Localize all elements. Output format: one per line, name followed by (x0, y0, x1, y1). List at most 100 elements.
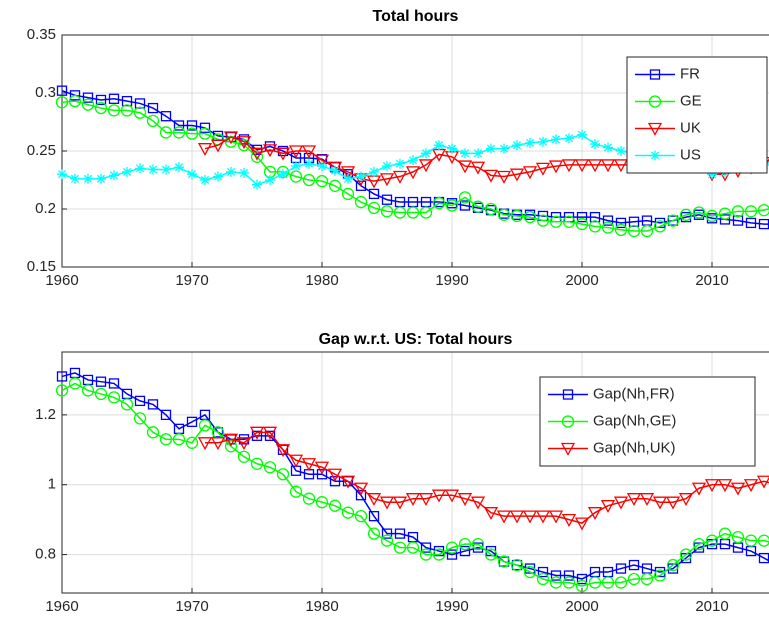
marker (133, 412, 147, 425)
marker (315, 496, 329, 509)
marker (94, 101, 108, 115)
marker (341, 506, 355, 519)
marker (198, 419, 212, 432)
marker (757, 534, 769, 547)
marker (560, 442, 576, 456)
marker (470, 161, 486, 175)
marker (330, 165, 340, 176)
marker (380, 205, 394, 218)
marker (301, 145, 317, 159)
x-tick-label: 2010 (695, 598, 728, 615)
marker (704, 479, 720, 493)
marker (587, 507, 603, 521)
marker (626, 493, 642, 507)
marker (291, 161, 301, 172)
marker (574, 159, 590, 173)
y-tick-label: 0.8 (35, 546, 56, 563)
y-tick-label: 1 (48, 476, 56, 493)
marker (717, 479, 733, 493)
marker (418, 493, 434, 507)
marker (647, 122, 663, 136)
x-tick-label: 1980 (305, 598, 338, 615)
marker (405, 493, 421, 507)
marker (262, 144, 278, 158)
marker (395, 158, 405, 169)
marker (601, 576, 615, 589)
marker (512, 140, 522, 151)
marker (302, 492, 316, 505)
marker (483, 507, 499, 521)
marker (550, 570, 562, 581)
series-line (61, 372, 769, 580)
marker (666, 214, 680, 227)
marker (678, 493, 694, 507)
marker (368, 511, 380, 522)
marker (223, 131, 239, 145)
marker (548, 510, 564, 524)
marker (354, 510, 368, 523)
marker (81, 98, 95, 111)
marker (249, 147, 265, 161)
marker (172, 433, 186, 446)
marker (289, 485, 303, 498)
marker (366, 493, 382, 507)
marker (447, 143, 457, 154)
marker (186, 120, 198, 131)
marker (329, 476, 341, 487)
marker (537, 566, 549, 578)
marker (522, 510, 538, 524)
marker (667, 215, 679, 226)
marker (237, 450, 251, 463)
marker (457, 160, 473, 174)
marker (564, 133, 574, 144)
marker (575, 217, 589, 231)
marker (314, 461, 330, 475)
x-tick-label: 1990 (435, 272, 468, 289)
marker (549, 576, 563, 589)
marker (340, 166, 356, 180)
axis-box (61, 351, 769, 594)
marker (121, 95, 133, 107)
marker (575, 579, 589, 593)
marker (120, 104, 134, 117)
subplot: 1960 1970 1980 1990 2000 2010 0.15 0.2 0.25 0.3 0.… (27, 8, 769, 289)
marker (356, 171, 366, 182)
marker (446, 549, 458, 560)
marker (301, 458, 317, 472)
marker (134, 395, 146, 407)
marker (368, 188, 380, 200)
marker (650, 150, 660, 161)
marker (509, 510, 525, 524)
marker (525, 137, 535, 148)
marker (381, 194, 393, 205)
legend-label: UK (680, 119, 701, 136)
marker (263, 461, 277, 474)
marker (367, 527, 381, 540)
marker (548, 160, 564, 174)
marker (457, 493, 473, 507)
marker (730, 482, 746, 496)
marker (262, 426, 278, 440)
marker (56, 85, 68, 96)
marker (432, 197, 446, 210)
marker (83, 173, 93, 184)
marker (535, 510, 551, 524)
marker (576, 211, 588, 223)
marker (212, 427, 224, 438)
marker (471, 537, 485, 551)
marker (445, 541, 459, 554)
marker (223, 433, 239, 447)
marker (458, 537, 472, 551)
marker (408, 155, 418, 166)
y-tick-label: 0.15 (27, 258, 56, 275)
marker (562, 576, 576, 589)
marker (237, 139, 251, 152)
marker (588, 220, 602, 233)
marker (483, 169, 499, 183)
marker (174, 162, 184, 173)
marker (602, 215, 614, 226)
marker (538, 136, 548, 147)
marker (444, 489, 460, 503)
marker (652, 496, 668, 510)
marker (382, 161, 392, 172)
